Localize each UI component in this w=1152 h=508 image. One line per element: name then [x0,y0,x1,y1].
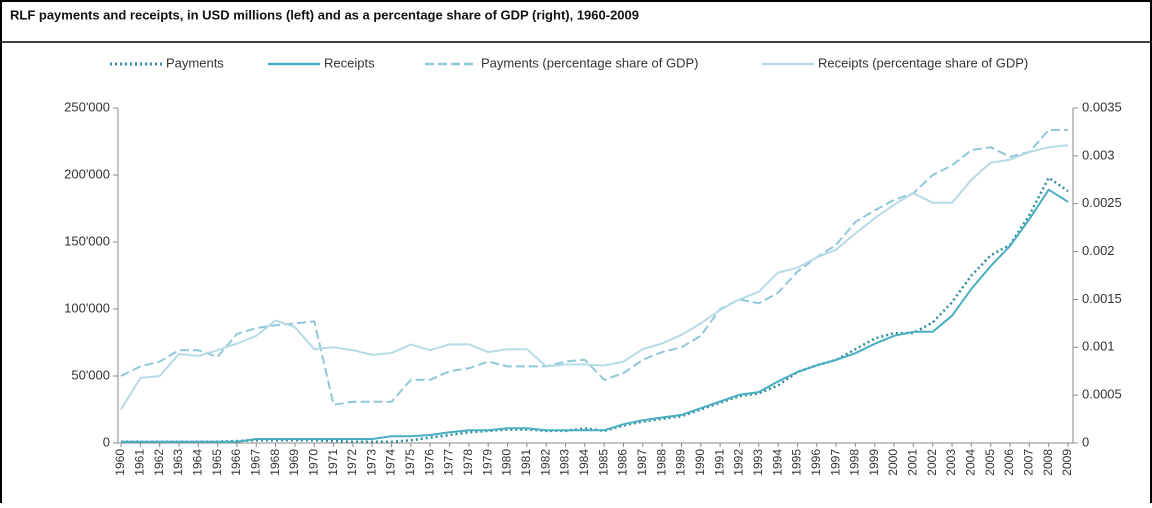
x-tick-label: 1990 [693,449,707,476]
y-tick-label: 200'000 [64,166,110,181]
x-tick-label: 1980 [500,449,514,476]
x-tick-label: 2001 [906,449,920,476]
x-tick-label: 1967 [248,449,262,476]
x-tick-label: 1989 [674,449,688,476]
legend-label: Payments (percentage share of GDP) [481,55,699,70]
x-tick-label: 1975 [403,449,417,476]
x-tick-label: 1961 [132,449,146,476]
x-tick-label: 2003 [944,449,958,476]
x-tick-label: 1988 [654,449,668,476]
x-tick-label: 1968 [268,449,282,476]
x-tick-label: 1993 [751,449,765,476]
x-tick-label: 1983 [558,449,572,476]
y-tick-label: 100'000 [64,300,110,315]
x-tick-label: 1974 [384,449,398,476]
x-tick-label: 1986 [616,449,630,476]
x-tick-label: 2000 [886,449,900,476]
x-tick-label: 1971 [326,449,340,476]
line-series [120,129,1068,406]
y2-tick-label: 0.0005 [1082,387,1122,402]
x-tick-label: 1964 [190,449,204,476]
x-tick-label: 1996 [809,449,823,476]
x-tick-label: 1973 [364,449,378,476]
y-tick-label: 250'000 [64,99,110,114]
x-tick-label: 2007 [1022,449,1036,476]
x-tick-label: 1992 [732,449,746,476]
y2-tick-label: 0.0015 [1082,291,1122,306]
x-tick-label: 2008 [1041,449,1055,476]
x-tick-label: 1997 [828,449,842,476]
x-tick-label: 1999 [867,449,881,476]
x-tick-label: 1966 [229,449,243,476]
line-series [121,176,1069,443]
legend-label: Receipts [324,55,375,70]
x-tick-label: 1987 [635,449,649,476]
y-tick-label: 0 [103,434,110,449]
y2-tick-label: 0.001 [1082,339,1115,354]
x-tick-label: 1965 [210,449,224,476]
x-tick-label: 1969 [287,449,301,476]
y-tick-label: 150'000 [64,233,110,248]
y2-tick-label: 0.002 [1082,243,1115,258]
x-tick-label: 1991 [712,449,726,476]
x-tick-label: 2006 [1002,449,1016,476]
x-tick-label: 1970 [306,449,320,476]
x-tick-label: 2009 [1060,449,1074,476]
x-tick-label: 1998 [848,449,862,476]
x-tick-label: 1976 [422,449,436,476]
x-tick-label: 1963 [171,449,185,476]
x-tick-label: 1977 [442,449,456,476]
x-tick-label: 1978 [461,449,475,476]
line-series [121,188,1069,443]
x-tick-label: 1985 [596,449,610,476]
y2-tick-label: 0.0025 [1082,195,1122,210]
x-tick-label: 1962 [152,449,166,476]
x-tick-label: 2004 [964,449,978,476]
x-tick-label: 1982 [538,449,552,476]
legend-label: Receipts (percentage share of GDP) [818,55,1028,70]
x-tick-label: 1981 [519,449,533,476]
y2-tick-label: 0.003 [1082,147,1115,162]
y2-tick-label: 0.0035 [1082,99,1122,114]
x-tick-label: 1994 [770,449,784,476]
x-tick-label: 1995 [790,449,804,476]
line-series [120,144,1069,411]
chart-title: RLF payments and receipts, in USD millio… [10,7,639,22]
legend-label: Payments [166,55,224,70]
x-tick-label: 1960 [113,449,127,476]
x-tick-label: 1984 [577,449,591,476]
y2-tick-label: 0 [1082,434,1089,449]
x-tick-label: 1972 [345,449,359,476]
x-tick-label: 2002 [925,449,939,476]
x-tick-label: 2005 [983,449,997,476]
y-tick-label: 50'000 [71,367,110,382]
x-tick-label: 1979 [480,449,494,476]
